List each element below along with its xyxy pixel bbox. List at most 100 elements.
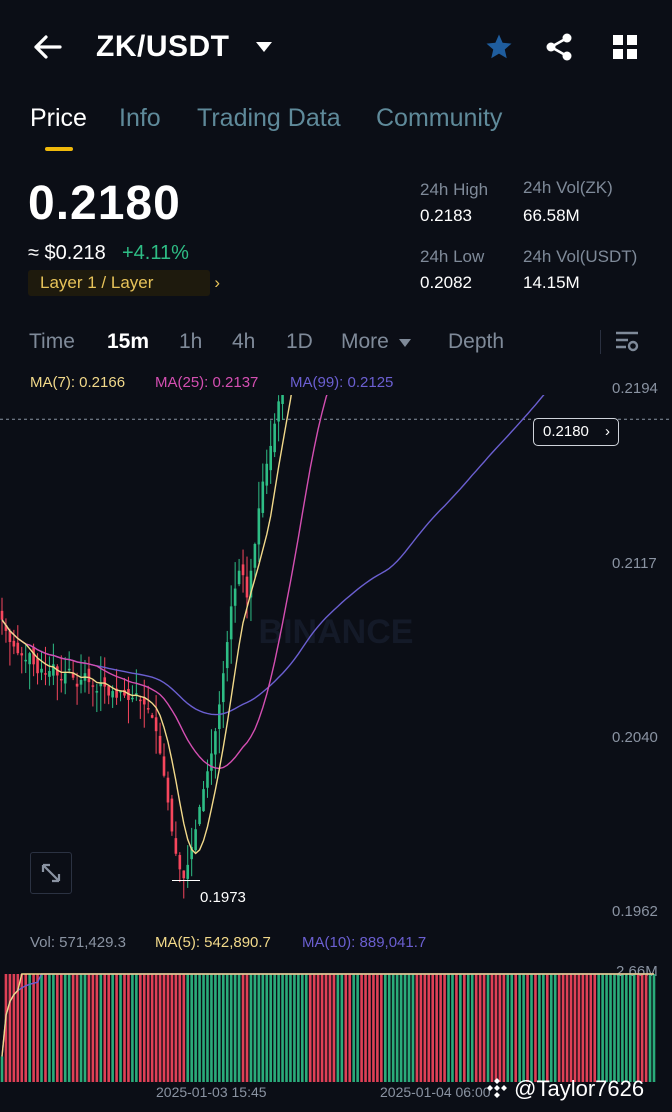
volume-bar	[470, 974, 474, 1082]
volume-bar	[447, 974, 450, 1082]
volume-bar	[146, 974, 150, 1082]
pair-title[interactable]: ZK/USDT	[96, 30, 230, 63]
tab-info[interactable]: Info	[119, 104, 161, 132]
volume-bar	[403, 974, 407, 1082]
watermark-handle: @Taylor7626	[514, 1076, 645, 1101]
volume-bar	[214, 974, 217, 1082]
candle-body	[202, 789, 205, 812]
candle-body	[20, 653, 24, 656]
candle-body	[75, 683, 79, 687]
volume-bar	[4, 974, 8, 1082]
chevron-down-icon	[256, 42, 272, 52]
tab-trading-data[interactable]: Trading Data	[197, 104, 341, 132]
x-axis-label-0: 2025-01-03 15:45	[156, 1084, 267, 1100]
current-price-label[interactable]: 0.2180 ›	[533, 418, 619, 446]
ma99-legend: MA(99): 0.2125	[290, 374, 394, 391]
volume-bar	[435, 974, 438, 1082]
pair-selector-dropdown[interactable]	[255, 40, 273, 59]
volume-bar	[304, 974, 308, 1082]
volume-bar	[245, 974, 249, 1082]
candle-body	[166, 777, 170, 803]
candle-body	[277, 401, 280, 422]
chevron-right-icon: ›	[214, 273, 220, 292]
volume-bar	[75, 974, 79, 1082]
volume-bar	[538, 974, 541, 1082]
active-tab-indicator	[45, 147, 73, 151]
candle-body	[8, 630, 12, 643]
candle-body	[119, 691, 122, 693]
tab-community[interactable]: Community	[376, 104, 503, 132]
category-tag[interactable]: Layer 1 / Layer ›	[28, 270, 220, 296]
y-axis-tick-2: 0.2040	[612, 729, 658, 746]
timeframe-4h[interactable]: 4h	[232, 330, 256, 353]
favorite-button[interactable]	[484, 32, 514, 67]
price-chart[interactable]: BINANCE	[0, 395, 672, 915]
volume-bar	[569, 974, 573, 1082]
chart-settings-button[interactable]	[614, 330, 640, 359]
volume-bar	[621, 974, 624, 1082]
candle-body	[158, 735, 162, 754]
volume-bar	[617, 974, 620, 1082]
caret-down-icon	[398, 339, 411, 347]
volume-bar	[131, 974, 134, 1082]
chart-settings-icon	[616, 331, 639, 352]
volume-bar	[289, 974, 292, 1082]
volume-bar	[301, 974, 304, 1082]
volume-bar	[431, 974, 435, 1082]
candle-body	[91, 685, 95, 687]
candle-body	[99, 682, 103, 687]
volume-bar	[534, 974, 537, 1082]
expand-icon	[41, 863, 61, 883]
candle-body	[198, 806, 201, 825]
volume-bar	[127, 974, 130, 1082]
volume-bar	[297, 974, 300, 1082]
volume-bar	[229, 974, 233, 1082]
volume-bar	[376, 974, 379, 1082]
candle-body	[142, 697, 146, 705]
layout-grid-button[interactable]	[612, 34, 638, 65]
candle-body	[190, 847, 193, 860]
stat-24h-low-value: 0.2082	[420, 273, 472, 292]
candle-body	[237, 570, 241, 585]
volume-bar	[186, 974, 190, 1082]
tab-price[interactable]: Price	[30, 104, 87, 132]
last-price: 0.2180	[28, 177, 181, 230]
volume-bar	[52, 974, 55, 1082]
chevron-right-icon: ›	[605, 423, 610, 440]
fullscreen-button[interactable]	[30, 852, 72, 894]
volume-bar	[59, 974, 63, 1082]
depth-tab[interactable]: Depth	[448, 330, 505, 353]
back-arrow-icon	[34, 35, 62, 59]
star-icon	[486, 34, 512, 59]
volume-bar	[391, 974, 395, 1082]
volume-bar	[269, 974, 273, 1082]
candle-body	[44, 673, 47, 675]
volume-bar	[652, 974, 656, 1082]
candle-body	[150, 715, 154, 718]
volume-bar	[383, 974, 387, 1082]
volume-bar	[48, 974, 51, 1082]
back-button[interactable]	[30, 32, 64, 62]
stat-24h-high-label: 24h High	[420, 180, 489, 199]
volume-bar	[67, 974, 71, 1082]
candle-body	[111, 691, 114, 698]
volume-bar	[91, 974, 95, 1082]
timeframe-15m[interactable]: 15m	[107, 330, 150, 353]
volume-bar	[372, 974, 375, 1082]
volume-bar	[198, 974, 201, 1082]
volume-bar	[265, 974, 269, 1082]
volume-bar	[395, 974, 399, 1082]
volume-bar	[328, 974, 332, 1082]
share-button[interactable]	[544, 32, 574, 67]
volume-bar	[628, 974, 632, 1082]
volume-bar	[170, 974, 174, 1082]
timeframe-1d[interactable]: 1D	[286, 330, 313, 353]
timeframe-more[interactable]: More	[341, 330, 411, 354]
candle-body	[28, 653, 31, 665]
candle-body	[12, 640, 16, 647]
volume-bar	[20, 974, 24, 1082]
timeframe-1h[interactable]: 1h	[179, 330, 203, 353]
volume-bar	[593, 974, 597, 1082]
timeframe-time[interactable]: Time	[29, 330, 75, 353]
volume-bar	[142, 974, 146, 1082]
